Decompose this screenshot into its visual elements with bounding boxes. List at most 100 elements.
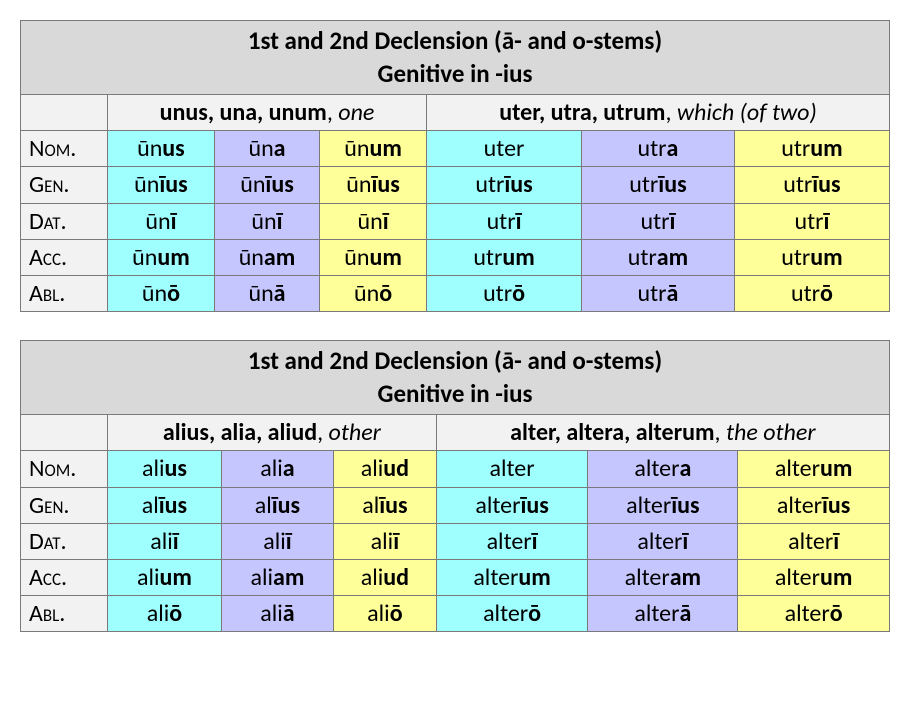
ending: ō (512, 279, 525, 308)
table-row: Nom.aliusaliaaliudalteralteraalterum (21, 451, 890, 487)
word-group-header: alter, altera, alterum, the other (436, 415, 889, 451)
form-cell: utrī (582, 203, 735, 239)
ending: īus (159, 170, 187, 199)
ending: ō (169, 599, 182, 628)
form-cell: utrō (734, 275, 889, 311)
form-cell: ūnō (320, 275, 427, 311)
ending: am (273, 563, 304, 592)
stem: ūn (134, 170, 159, 199)
form-cell: alterī (436, 523, 588, 559)
ending: īus (379, 491, 407, 520)
gloss: which (of two) (677, 98, 817, 127)
stem: alter (775, 454, 820, 483)
stem: ali (367, 599, 390, 628)
ending: īus (265, 170, 293, 199)
title-line1: 1st and 2nd Declension (ā- and o-stems) (25, 345, 885, 378)
ending: a (274, 134, 286, 163)
form-cell: utrō (427, 275, 582, 311)
form-cell: alterī (738, 523, 890, 559)
declension-table-1: 1st and 2nd Declension (ā- and o-stems)G… (20, 340, 890, 632)
form-cell: alter (436, 451, 588, 487)
form-cell: ūnum (320, 239, 427, 275)
ending: ī (173, 527, 179, 556)
case-label: Acc. (21, 559, 108, 595)
form-cell: alterīus (738, 487, 890, 523)
form-cell: ūnam (214, 239, 319, 275)
stem: utr (781, 243, 810, 272)
ending: ā (274, 279, 286, 308)
stem: ali (260, 454, 283, 483)
corner-cell (21, 95, 108, 131)
table-title: 1st and 2nd Declension (ā- and o-stems)G… (21, 21, 890, 95)
form-cell: utrīus (582, 167, 735, 203)
ending: ā (283, 599, 295, 628)
ending: ud (383, 563, 409, 592)
stem: ali (260, 599, 283, 628)
form-cell: ūnī (108, 203, 215, 239)
form-cell: aliud (334, 559, 437, 595)
stem: ūn (248, 134, 273, 163)
tables-container: 1st and 2nd Declension (ā- and o-stems) G… (20, 20, 891, 632)
word-group-header: unus, una, unum, one (108, 95, 427, 131)
form-cell: aliō (334, 596, 437, 632)
form-cell: ūnus (108, 131, 215, 167)
ending: ud (383, 454, 409, 483)
form-cell: alium (108, 559, 222, 595)
corner-cell (21, 415, 108, 451)
stem: ūn (132, 243, 157, 272)
stem: ali (361, 563, 384, 592)
ending: ā (679, 599, 691, 628)
stem: alter (775, 563, 820, 592)
ending: ī (824, 207, 830, 236)
stem: utr (483, 279, 512, 308)
word-group-header: alius, alia, aliud, other (108, 415, 437, 451)
ending: ō (379, 279, 392, 308)
stem: utr (487, 207, 516, 236)
case-label: Nom. (21, 451, 108, 487)
stem: utr (628, 243, 657, 272)
form-cell: utrīus (734, 167, 889, 203)
form-cell: aliī (334, 523, 437, 559)
ending: ī (277, 207, 283, 236)
table-row: Acc.ūnumūnamūnumutrumutramutrum (21, 239, 890, 275)
headwords: unus, una, unum (160, 98, 327, 127)
table-row: Dat.aliīaliīaliīalterīalterīalterī (21, 523, 890, 559)
ending: ī (383, 207, 389, 236)
case-label: Gen. (21, 167, 108, 203)
stem: al (142, 491, 159, 520)
form-cell: alterō (436, 596, 588, 632)
form-cell: alteram (588, 559, 738, 595)
stem: ūn (354, 279, 379, 308)
stem: ūn (142, 279, 167, 308)
stem: ali (147, 599, 170, 628)
stem: alter (777, 491, 822, 520)
form-cell: utrum (734, 131, 889, 167)
form-cell: ūnum (108, 239, 215, 275)
ending: ī (171, 207, 177, 236)
stem: al (362, 491, 379, 520)
stem: uter (484, 134, 525, 163)
ending: ō (820, 279, 833, 308)
ending: um (369, 134, 401, 163)
ending: ō (167, 279, 180, 308)
stem: alter (483, 599, 528, 628)
form-cell: utrā (582, 275, 735, 311)
ending: um (502, 243, 534, 272)
headwords: alius, alia, aliud (163, 418, 317, 447)
gloss: the other (726, 418, 816, 447)
stem: utr (473, 243, 502, 272)
form-cell: utrum (427, 239, 582, 275)
table-row: Abl.aliōaliāaliōalterōalterāalterō (21, 596, 890, 632)
ending: am (670, 563, 701, 592)
table-row: Nom.ūnusūnaūnumuterutrautrum (21, 131, 890, 167)
form-cell: alīus (334, 487, 437, 523)
stem: alter (473, 563, 518, 592)
gloss: one (338, 98, 374, 127)
stem: ūn (145, 207, 170, 236)
table-row: Gen.ūnīusūnīusūnīusutrīusutrīusutrīus (21, 167, 890, 203)
stem: alter (634, 454, 679, 483)
title-line1: 1st and 2nd Declension (ā- and o-stems) (25, 25, 885, 58)
ending: ī (682, 527, 688, 556)
table-row: Acc.aliumaliamaliudalterumalteramalterum (21, 559, 890, 595)
ending: īus (372, 170, 400, 199)
